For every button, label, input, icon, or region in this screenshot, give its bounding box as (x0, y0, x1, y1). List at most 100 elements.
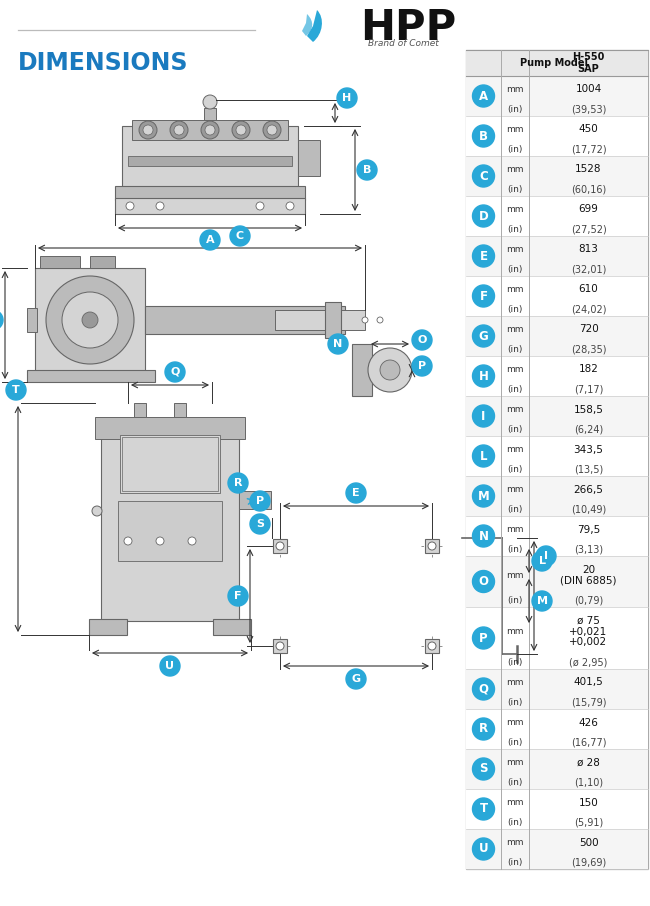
Text: H: H (478, 370, 488, 382)
Text: 1004: 1004 (575, 84, 602, 94)
Circle shape (473, 85, 495, 107)
Circle shape (428, 642, 436, 650)
Text: (in): (in) (507, 385, 523, 394)
Circle shape (228, 586, 248, 606)
Text: 699: 699 (578, 205, 599, 215)
Bar (466, 116, 648, 156)
Circle shape (200, 230, 220, 250)
Circle shape (362, 317, 368, 323)
Bar (466, 749, 648, 789)
Circle shape (473, 445, 495, 467)
Text: 450: 450 (578, 124, 599, 134)
Text: (in): (in) (507, 698, 523, 707)
Text: mm: mm (506, 485, 524, 494)
Bar (275, 310, 325, 330)
Bar (466, 669, 648, 709)
Bar (89, 619, 127, 635)
Text: B: B (479, 130, 488, 142)
Circle shape (473, 571, 495, 593)
Text: (5,91): (5,91) (574, 817, 603, 827)
Text: N: N (478, 529, 489, 543)
Text: (in): (in) (507, 225, 523, 234)
Circle shape (368, 348, 412, 392)
PathPatch shape (302, 14, 312, 36)
Text: U: U (478, 843, 488, 855)
Text: 1528: 1528 (575, 165, 602, 175)
Bar (128, 156, 292, 166)
Circle shape (188, 537, 196, 545)
Circle shape (0, 310, 3, 330)
Text: 150: 150 (578, 797, 599, 807)
Text: A: A (479, 90, 488, 102)
Bar (466, 76, 648, 116)
Text: G: G (478, 330, 488, 342)
Text: N: N (333, 339, 343, 349)
Text: mm: mm (506, 85, 524, 94)
Text: P: P (418, 361, 426, 371)
Circle shape (473, 525, 495, 547)
Bar (466, 607, 648, 669)
Text: 720: 720 (578, 324, 599, 334)
Text: (in): (in) (507, 305, 523, 314)
Circle shape (170, 121, 188, 139)
Circle shape (156, 537, 164, 545)
Text: (in): (in) (507, 465, 523, 474)
Text: (in): (in) (507, 145, 523, 154)
Circle shape (532, 551, 552, 571)
Bar (90, 256, 115, 268)
Circle shape (473, 245, 495, 267)
Circle shape (160, 656, 180, 676)
Circle shape (473, 165, 495, 187)
Circle shape (62, 292, 118, 348)
Text: (16,77): (16,77) (571, 737, 606, 747)
Circle shape (46, 276, 134, 364)
Text: Q: Q (478, 682, 489, 696)
Bar (466, 516, 648, 556)
Bar (466, 356, 648, 396)
Text: M: M (536, 596, 547, 606)
Circle shape (473, 758, 495, 780)
Circle shape (124, 537, 132, 545)
Text: E: E (352, 488, 360, 498)
Circle shape (473, 798, 495, 820)
Bar (466, 789, 648, 829)
Circle shape (267, 125, 277, 135)
Text: (32,01): (32,01) (571, 265, 606, 275)
Circle shape (346, 669, 366, 689)
Circle shape (174, 125, 184, 135)
Bar (466, 476, 648, 516)
Bar (120, 435, 220, 493)
Circle shape (250, 491, 270, 511)
Bar (40, 256, 80, 268)
Text: R: R (234, 478, 242, 488)
Bar (466, 50, 648, 869)
Bar (35, 268, 145, 372)
Circle shape (473, 125, 495, 147)
Text: (in): (in) (507, 818, 523, 827)
Text: I: I (544, 551, 548, 561)
Text: S: S (256, 519, 264, 529)
Text: 182: 182 (578, 364, 599, 374)
Bar (466, 50, 648, 76)
Text: (in): (in) (507, 105, 523, 114)
Bar (341, 310, 365, 330)
Bar (466, 156, 648, 196)
Circle shape (228, 473, 248, 493)
Bar (145, 306, 345, 334)
Circle shape (276, 542, 284, 550)
Circle shape (6, 380, 26, 400)
Text: (in): (in) (507, 505, 523, 514)
Circle shape (473, 325, 495, 347)
Bar (466, 396, 648, 436)
Text: mm: mm (506, 405, 524, 414)
Text: (7,17): (7,17) (574, 384, 603, 394)
Text: mm: mm (506, 718, 524, 727)
Text: C: C (236, 231, 244, 241)
Text: (in): (in) (507, 738, 523, 747)
Text: (6,24): (6,24) (574, 425, 603, 435)
Text: (in): (in) (507, 545, 523, 554)
Bar (466, 196, 648, 236)
Bar (118, 501, 222, 561)
Text: HPP: HPP (360, 7, 456, 49)
Text: mm: mm (506, 165, 524, 174)
